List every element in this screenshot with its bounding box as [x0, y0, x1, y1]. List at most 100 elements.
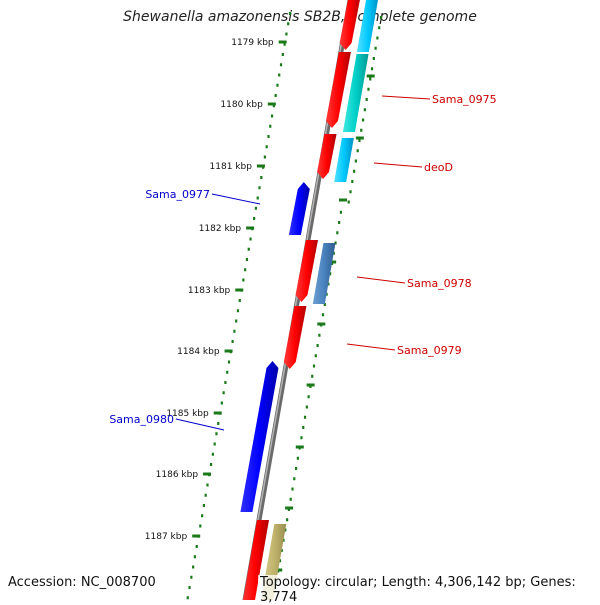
outer-tick-dot [351, 180, 354, 183]
outer-tick-dot [349, 190, 352, 194]
outer-tick-dot [286, 518, 289, 522]
gene-cyan-1 [356, 0, 378, 52]
kbp-tick-label: 1182 kbp [199, 224, 242, 234]
gene-label-leader [211, 193, 261, 205]
major-tick [246, 226, 255, 230]
major-tick [213, 411, 222, 415]
inner-tick-dot [186, 596, 189, 600]
inner-tick-dot [276, 83, 279, 87]
gene-label-Sama_0977: Sama_0977 [145, 188, 210, 201]
gene-teal-1 [342, 54, 369, 132]
outer-tick-dot [278, 559, 282, 563]
inner-tick-dot [263, 155, 266, 159]
inner-tick-dot [274, 94, 277, 97]
inner-tick-dot [258, 186, 261, 190]
outer-tick-dot [358, 139, 361, 142]
gene-label-Sama_0975: Sama_0975 [432, 93, 497, 106]
outer-major-tick [274, 568, 283, 572]
inner-tick-dot [213, 442, 216, 446]
major-tick [192, 534, 201, 538]
kbp-tick-label: 1187 kbp [145, 532, 188, 542]
outer-major-tick [306, 383, 315, 387]
inner-tick-dots [186, 12, 292, 600]
major-tick [224, 349, 233, 353]
gene-label-leader [356, 276, 406, 284]
gene-label-leader [373, 162, 423, 168]
outer-tick-dot [316, 344, 319, 347]
outer-tick-dot [302, 426, 305, 429]
outer-tick-dot [360, 128, 363, 132]
gene-red-4 [295, 240, 318, 302]
inner-tick-dot [254, 206, 258, 210]
inner-tick-dot [220, 401, 223, 405]
outer-tick-dot [338, 221, 341, 224]
inner-tick-dot [272, 104, 275, 108]
outer-tick-dot [363, 108, 366, 112]
outer-tick-dot [293, 477, 296, 481]
inner-tick-dot [281, 53, 284, 56]
kbp-tick-label: 1181 kbp [210, 162, 253, 172]
inner-tick-dot [195, 545, 198, 548]
inner-tick-dot [202, 504, 205, 507]
gene-red-1 [339, 0, 360, 50]
inner-tick-dot [245, 258, 249, 261]
gene-label-Sama_0978: Sama_0978 [407, 277, 472, 290]
outer-tick-dot [296, 456, 299, 460]
outer-tick-dot [376, 36, 379, 40]
inner-tick-dot [215, 432, 218, 436]
gene-label-leader [381, 95, 431, 100]
outer-tick-dot [303, 415, 307, 419]
outer-major-tick [285, 506, 294, 510]
inner-tick-dot [199, 524, 202, 528]
outer-tick-dot [314, 354, 317, 358]
inner-tick-dot [278, 73, 281, 77]
gene-Sama_0980 [240, 361, 279, 512]
inner-tick-dot [204, 493, 207, 497]
major-tick [267, 102, 276, 106]
outer-tick-dot [294, 467, 298, 470]
kbp-tick-label: 1183 kbp [188, 286, 231, 296]
inner-tick-dot [269, 124, 272, 128]
outer-tick-dot [379, 16, 383, 19]
outer-tick-dot [282, 538, 285, 542]
inner-tick-dot [192, 565, 195, 569]
outer-tick-dot [312, 364, 316, 368]
inner-tick-dot [285, 32, 288, 36]
outer-tick-dot [374, 46, 377, 50]
outer-tick-dot [361, 118, 365, 122]
kbp-tick-label: 1179 kbp [231, 38, 274, 48]
inner-tick-dot [233, 329, 236, 333]
outer-tick-dot [291, 487, 294, 491]
inner-tick-dot [270, 114, 274, 118]
gene-label-deoD: deoD [424, 161, 453, 174]
kbp-tick-label: 1180 kbp [220, 100, 263, 110]
outer-tick-dot [284, 528, 287, 532]
kbp-tick-label: 1184 kbp [177, 347, 220, 357]
inner-tick-dot [190, 575, 193, 579]
inner-tick-dot [236, 309, 240, 313]
outer-tick-dot [347, 200, 350, 204]
inner-tick-dot [222, 391, 225, 395]
inner-tick-dot [227, 360, 231, 364]
gene-label-leader [346, 343, 396, 351]
outer-tick-dot [339, 210, 343, 214]
outer-tick-dot [329, 272, 332, 276]
inner-tick-dot [193, 555, 197, 559]
outer-tick-dot [300, 436, 303, 440]
inner-tick-dot [288, 12, 292, 15]
inner-tick-dot [279, 63, 283, 67]
gene-label-leader [175, 418, 225, 431]
gene-labels: Sama_0975 deoD Sama_0977 Sama_0978 Sama_0979… [109, 93, 497, 431]
inner-tick-dot [249, 237, 252, 241]
inner-tick-dot [244, 268, 247, 272]
inner-tick-dot [265, 145, 268, 149]
inner-tick-dot [231, 340, 234, 343]
gene-label-Sama_0980: Sama_0980 [109, 413, 174, 426]
inner-tick-dot [235, 319, 238, 323]
outer-tick-dot [334, 241, 337, 245]
inner-tick-dot [206, 483, 209, 487]
inner-tick-dot [188, 586, 191, 589]
inner-tick-dot [256, 196, 259, 200]
gene-label-Sama_0979: Sama_0979 [397, 344, 462, 357]
